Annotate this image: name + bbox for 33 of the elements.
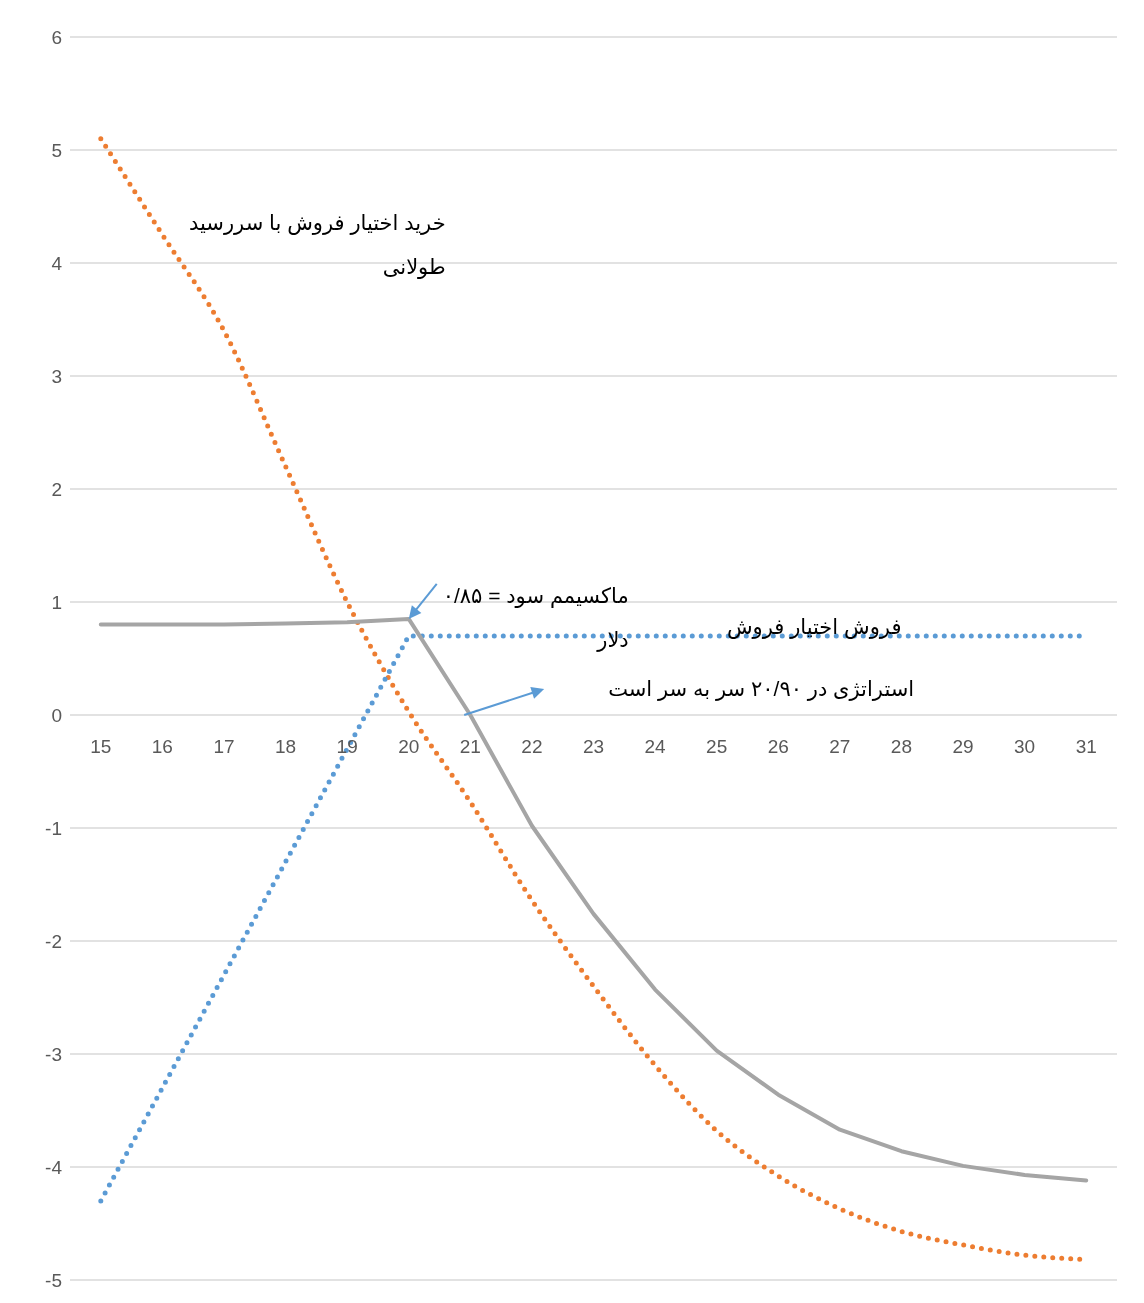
y-tick-label: -1 bbox=[45, 817, 62, 839]
y-tick-label: 1 bbox=[51, 591, 62, 613]
x-tick-label: 19 bbox=[336, 736, 358, 757]
annotation: ماکسیمم سود = ۰/۸۵ دلار bbox=[441, 582, 629, 654]
y-tick-label: 0 bbox=[51, 704, 62, 726]
x-tick-label: 22 bbox=[521, 736, 543, 757]
y-tick-label: 2 bbox=[51, 478, 62, 500]
y-tick-label: 5 bbox=[51, 139, 62, 161]
y-tick-label: 3 bbox=[51, 365, 62, 387]
y-tick-label: 6 bbox=[51, 26, 62, 48]
x-tick-label: 30 bbox=[1014, 736, 1036, 757]
x-tick-label: 23 bbox=[582, 736, 605, 757]
x-tick-label: 29 bbox=[952, 736, 974, 757]
x-tick-label: 28 bbox=[890, 736, 913, 757]
y-tick-label: -5 bbox=[45, 1269, 62, 1291]
x-tick-label: 16 bbox=[151, 736, 173, 757]
series-label: فروش اختیار فروش bbox=[725, 614, 902, 641]
x-tick-label: 24 bbox=[644, 736, 667, 757]
y-tick-label: -2 bbox=[45, 930, 62, 952]
series-label: خرید اختیار فروش با سررسید طولانی bbox=[187, 209, 446, 281]
x-tick-label: 18 bbox=[274, 736, 297, 757]
y-tick-label: -3 bbox=[45, 1043, 62, 1065]
x-tick-label: 21 bbox=[459, 736, 481, 757]
x-tick-label: 25 bbox=[706, 736, 728, 757]
x-tick-label: 20 bbox=[398, 736, 420, 757]
x-tick-label: 15 bbox=[90, 736, 112, 757]
annotation: استراتژی در ۲۰/۹۰ سر به سر است bbox=[607, 676, 915, 703]
x-tick-label: 31 bbox=[1075, 736, 1097, 757]
y-tick-label: 4 bbox=[51, 252, 63, 274]
x-tick-label: 17 bbox=[213, 736, 235, 757]
x-tick-label: 26 bbox=[767, 736, 789, 757]
x-tick-label: 27 bbox=[829, 736, 851, 757]
y-tick-label: -4 bbox=[45, 1156, 63, 1178]
